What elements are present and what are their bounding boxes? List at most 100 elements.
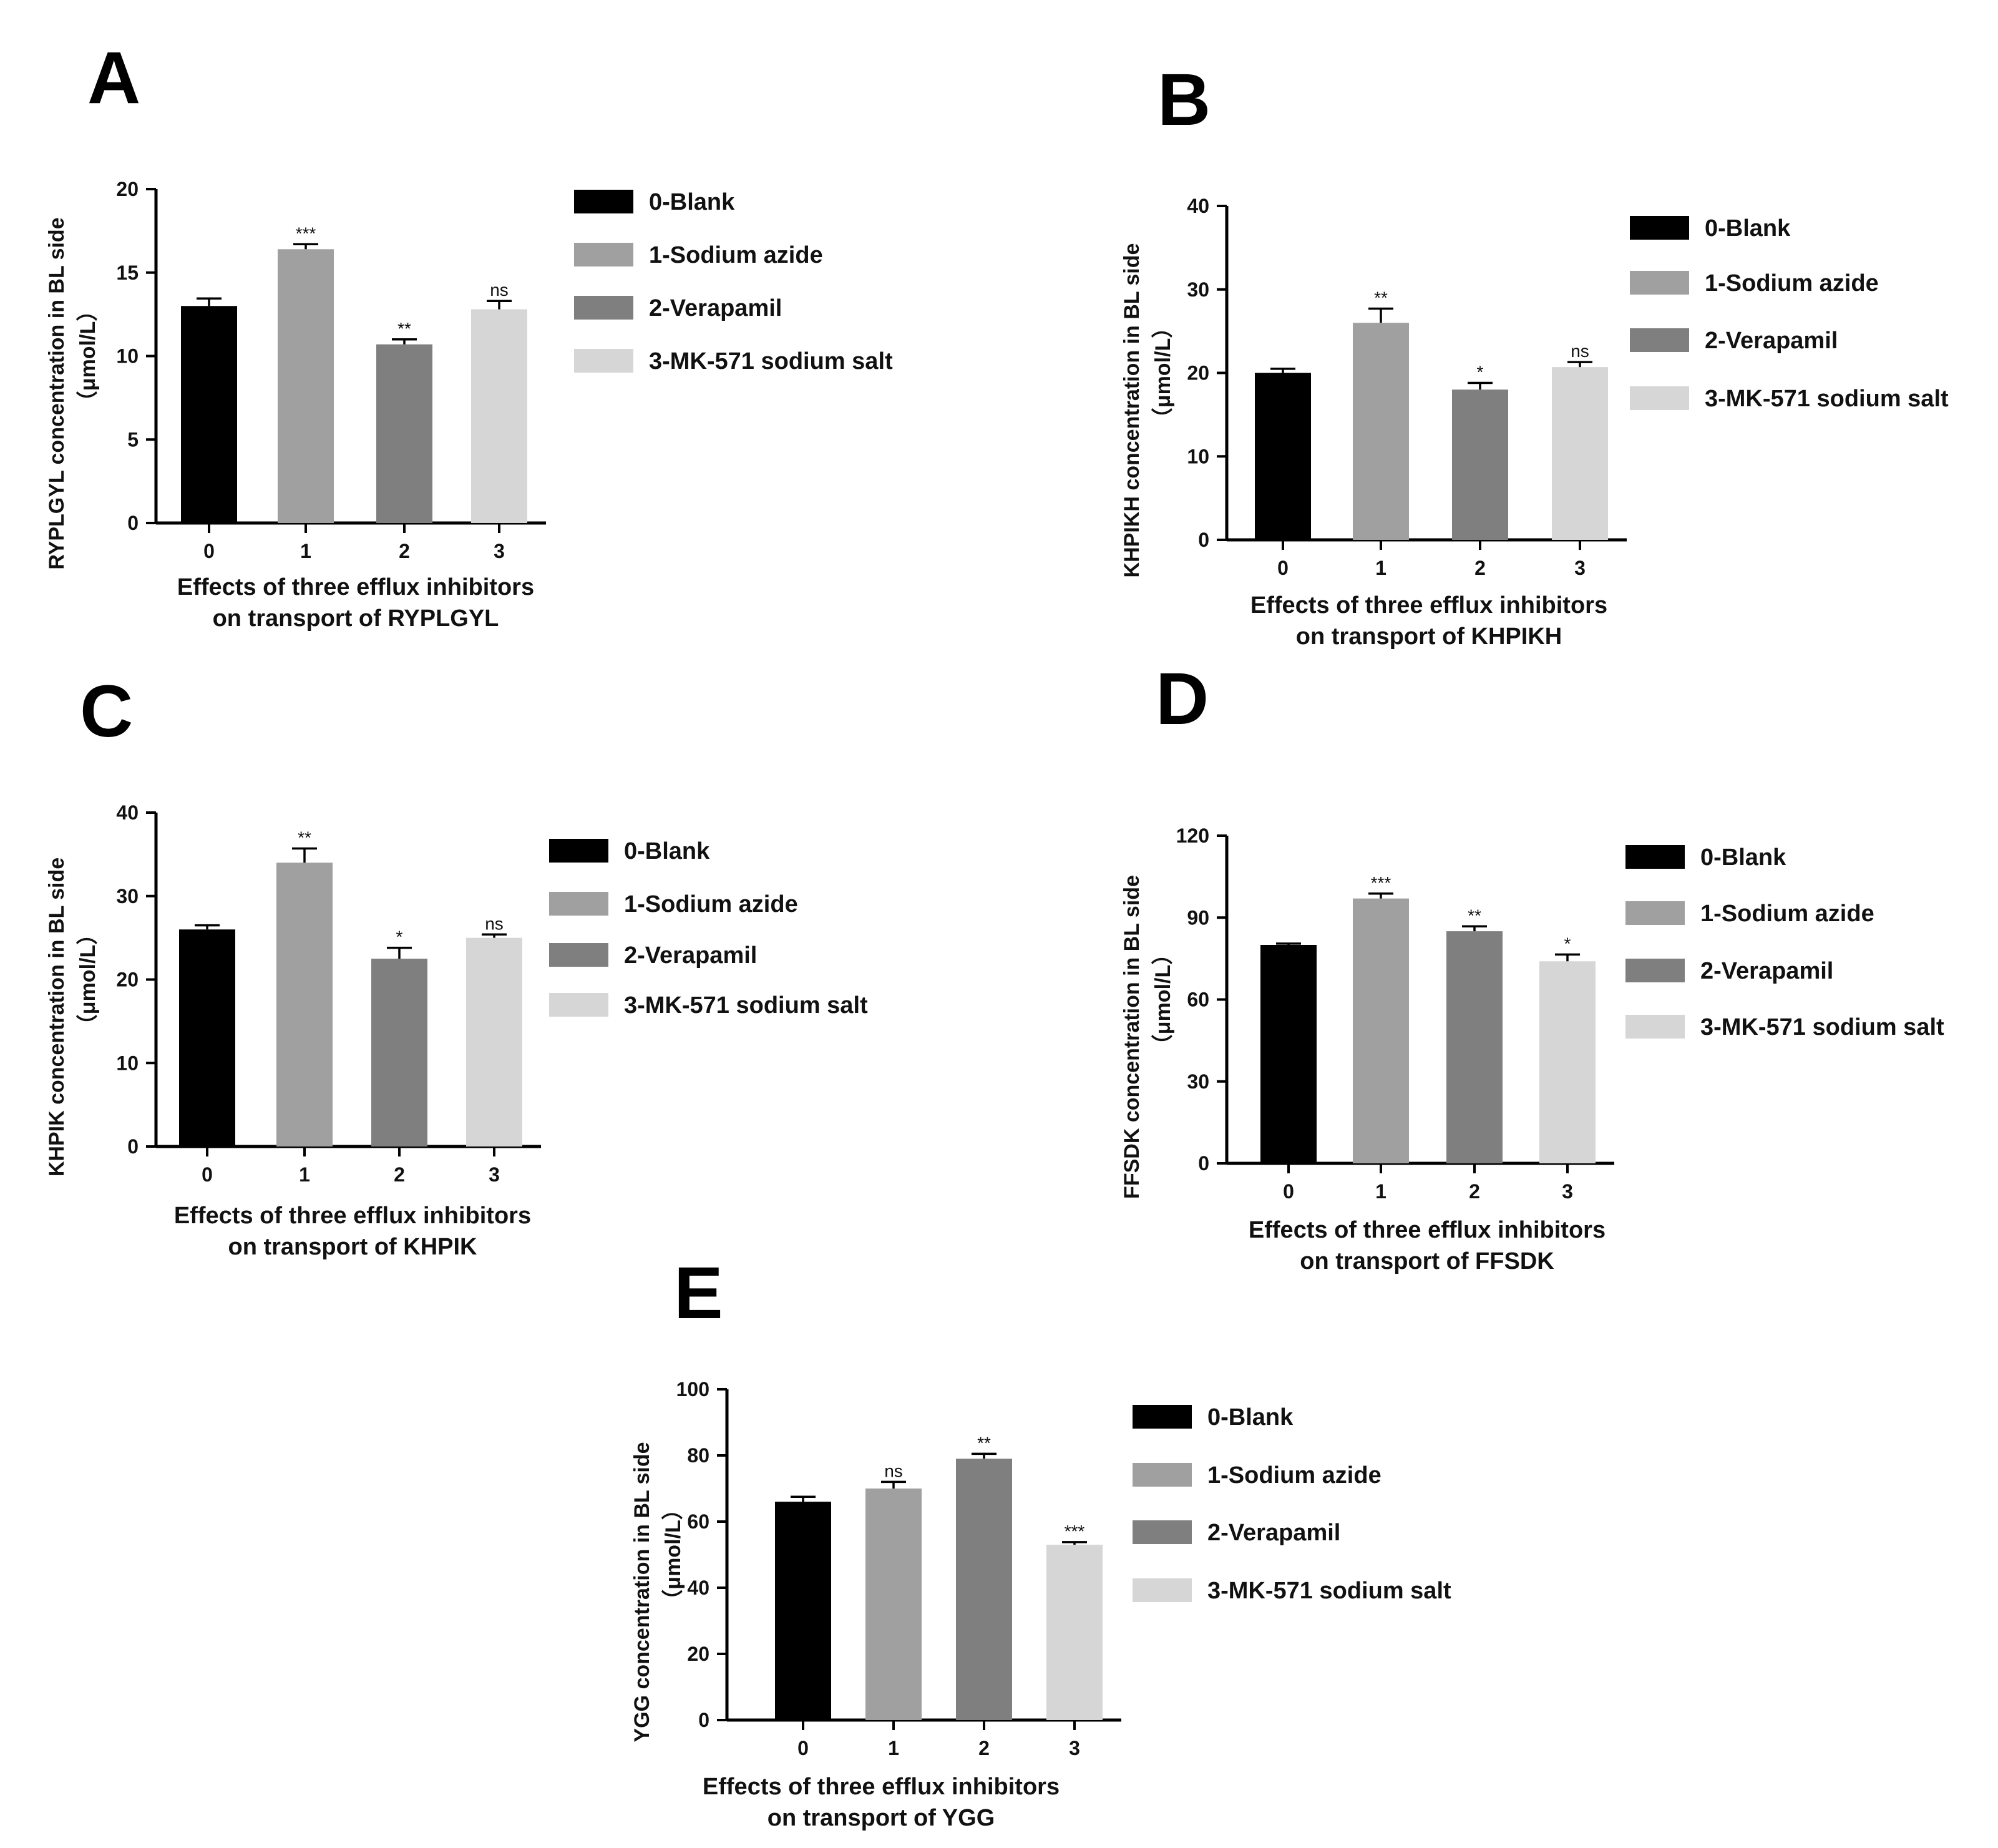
error-bar bbox=[387, 946, 412, 959]
y-tick-label: 0 bbox=[1198, 1152, 1209, 1175]
y-tick-label: 5 bbox=[127, 428, 139, 451]
bar-0 bbox=[181, 306, 237, 523]
legend: 0-Blank 1-Sodium azide 2-Verapamil 3-MK-571… bbox=[1133, 1404, 1451, 1604]
bar-1 bbox=[278, 249, 334, 523]
error-bar bbox=[1368, 307, 1393, 323]
significance-label: ns bbox=[485, 914, 504, 933]
x-axis-label-line2: on transport of FFSDK bbox=[1300, 1248, 1554, 1274]
panel-letter: B bbox=[1157, 59, 1211, 141]
legend-label: 3-MK-571 sodium salt bbox=[649, 348, 893, 374]
significance-label: ns bbox=[884, 1461, 903, 1480]
legend-label: 3-MK-571 sodium salt bbox=[624, 992, 868, 1019]
legend-swatch bbox=[574, 296, 633, 320]
x-axis-label-line2: on transport of KHPIKH bbox=[1296, 623, 1562, 650]
y-tick-label: 30 bbox=[116, 885, 139, 907]
significance-label: * bbox=[1477, 363, 1484, 382]
x-tick-label: 3 bbox=[494, 540, 505, 562]
legend: 0-Blank 1-Sodium azide 2-Verapamil 3-MK-571… bbox=[549, 838, 868, 1019]
significance-label: ** bbox=[1374, 288, 1388, 308]
legend-swatch bbox=[549, 892, 608, 916]
bar-3 bbox=[1539, 961, 1596, 1163]
legend-swatch bbox=[549, 943, 608, 967]
error-bar bbox=[482, 933, 507, 938]
error-bar bbox=[1276, 942, 1301, 945]
x-tick-label: 2 bbox=[1474, 557, 1486, 579]
legend-swatch bbox=[1625, 845, 1685, 869]
x-tick-label: 2 bbox=[399, 540, 410, 562]
x-tick-label: 0 bbox=[797, 1737, 809, 1759]
y-tick-label: 40 bbox=[116, 801, 139, 824]
x-tick-label: 2 bbox=[394, 1163, 405, 1186]
panel-letter: A bbox=[87, 37, 140, 119]
x-tick-label: 1 bbox=[299, 1163, 310, 1186]
y-axis-unit: （μmol/L） bbox=[661, 1498, 685, 1610]
x-axis-label-line2: on transport of KHPIK bbox=[228, 1234, 478, 1260]
panel-letter: E bbox=[674, 1252, 723, 1334]
legend-swatch bbox=[1133, 1578, 1192, 1602]
significance-label: ** bbox=[1468, 906, 1481, 925]
x-tick-label: 1 bbox=[300, 540, 311, 562]
y-tick-label: 100 bbox=[676, 1378, 709, 1401]
error-bar bbox=[487, 300, 512, 310]
bar-2 bbox=[371, 959, 427, 1146]
significance-label: * bbox=[396, 927, 403, 947]
x-axis-label: Effects of three efflux inhibitors bbox=[1249, 1217, 1606, 1243]
y-tick-label: 30 bbox=[1187, 278, 1209, 301]
y-tick-label: 40 bbox=[687, 1577, 709, 1599]
x-tick-label: 1 bbox=[1375, 1180, 1386, 1203]
error-bar bbox=[972, 1452, 997, 1459]
legend-label: 2-Verapamil bbox=[1207, 1520, 1340, 1546]
y-tick-label: 20 bbox=[116, 178, 139, 200]
bar-1 bbox=[276, 863, 333, 1146]
chart-panel-a: A 0 5 10 15 20 0 *** 1 ** 2 ns 3 RYPLGYL concentratio… bbox=[45, 37, 893, 632]
y-tick-label: 20 bbox=[116, 969, 139, 991]
y-axis-label: FFSDK concentration in BL side bbox=[1120, 875, 1144, 1199]
legend-label: 0-Blank bbox=[1705, 215, 1791, 242]
y-axis-unit: （μmol/L） bbox=[76, 924, 100, 1035]
error-bar bbox=[1555, 953, 1580, 962]
legend-label: 1-Sodium azide bbox=[624, 891, 798, 917]
x-axis-label: Effects of three efflux inhibitors bbox=[703, 1774, 1060, 1800]
x-tick-label: 3 bbox=[489, 1163, 500, 1186]
significance-label: ** bbox=[977, 1433, 991, 1452]
legend-label: 1-Sodium azide bbox=[1700, 901, 1874, 927]
chart-panel-b: B 0 10 20 30 40 0 ** 1 * 2 ns 3 KHPIKH concentration … bbox=[1120, 59, 1949, 650]
y-axis-unit: （μmol/L） bbox=[1151, 317, 1175, 429]
y-tick-label: 120 bbox=[1176, 824, 1209, 847]
panel-letter: D bbox=[1156, 658, 1209, 740]
bar-3 bbox=[1552, 367, 1608, 540]
bar-2 bbox=[1452, 389, 1508, 540]
error-bar bbox=[1567, 361, 1592, 368]
significance-label: ns bbox=[1571, 341, 1589, 361]
significance-label: *** bbox=[296, 223, 316, 243]
bar-1 bbox=[865, 1489, 922, 1720]
legend-label: 1-Sodium azide bbox=[1207, 1462, 1382, 1489]
y-tick-label: 10 bbox=[1187, 445, 1209, 467]
legend-swatch bbox=[574, 349, 633, 373]
legend-swatch bbox=[1133, 1463, 1192, 1487]
significance-label: *** bbox=[1065, 1522, 1085, 1541]
bar-0 bbox=[775, 1502, 831, 1720]
x-tick-label: 3 bbox=[1069, 1737, 1080, 1759]
y-tick-label: 90 bbox=[1187, 906, 1209, 929]
y-axis-label: YGG concentration in BL side bbox=[630, 1442, 654, 1742]
legend-label: 2-Verapamil bbox=[1705, 328, 1838, 354]
x-axis-label-line2: on transport of YGG bbox=[768, 1805, 995, 1831]
y-tick-label: 0 bbox=[127, 1135, 139, 1158]
y-tick-label: 80 bbox=[687, 1444, 709, 1467]
legend-swatch bbox=[1625, 1015, 1685, 1039]
legend-swatch bbox=[549, 993, 608, 1017]
error-bar bbox=[292, 847, 317, 863]
legend-swatch bbox=[574, 190, 633, 213]
legend-swatch bbox=[1625, 901, 1685, 925]
legend-label: 2-Verapamil bbox=[624, 942, 757, 969]
x-tick-label: 1 bbox=[1375, 557, 1386, 579]
error-bar bbox=[392, 338, 417, 345]
legend-swatch bbox=[1133, 1520, 1192, 1544]
bar-2 bbox=[1446, 931, 1503, 1163]
error-bar bbox=[1462, 925, 1487, 932]
y-tick-label: 30 bbox=[1187, 1070, 1209, 1093]
y-tick-label: 0 bbox=[1198, 529, 1209, 551]
y-tick-label: 20 bbox=[687, 1643, 709, 1665]
